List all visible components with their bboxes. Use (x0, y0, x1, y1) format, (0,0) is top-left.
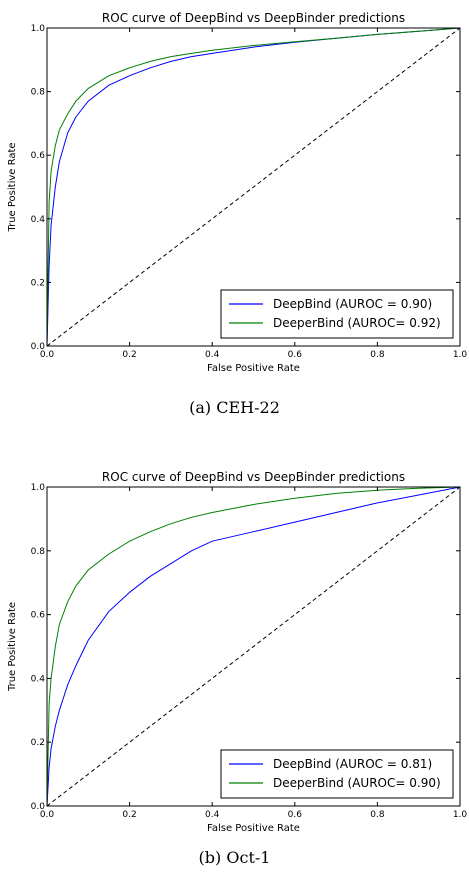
y-tick-label: 0.0 (31, 802, 46, 812)
y-tick-label: 0.6 (31, 611, 46, 621)
x-axis-label: False Positive Rate (207, 823, 300, 834)
roc-chart-svg: ROC curve of DeepBind vs DeepBinder pred… (0, 0, 469, 845)
caption: (b) Oct-1 (0, 848, 469, 867)
legend-entry: DeepBind (AUROC = 0.81) (273, 757, 432, 771)
y-tick-label: 0.4 (31, 674, 46, 684)
y-tick-label: 0.8 (31, 547, 46, 557)
x-tick-label: 1.0 (453, 810, 468, 820)
x-tick-label: 0.8 (370, 810, 385, 820)
legend-entry: DeeperBind (AUROC= 0.90) (273, 776, 441, 790)
x-tick-label: 0.2 (122, 810, 136, 820)
chart-title: ROC curve of DeepBind vs DeepBinder pred… (102, 470, 405, 484)
x-tick-label: 0.6 (288, 810, 303, 820)
y-tick-label: 1.0 (31, 483, 46, 493)
y-tick-label: 0.2 (31, 738, 45, 748)
y-axis-label: True Positive Rate (7, 602, 18, 692)
x-tick-label: 0.4 (205, 810, 220, 820)
